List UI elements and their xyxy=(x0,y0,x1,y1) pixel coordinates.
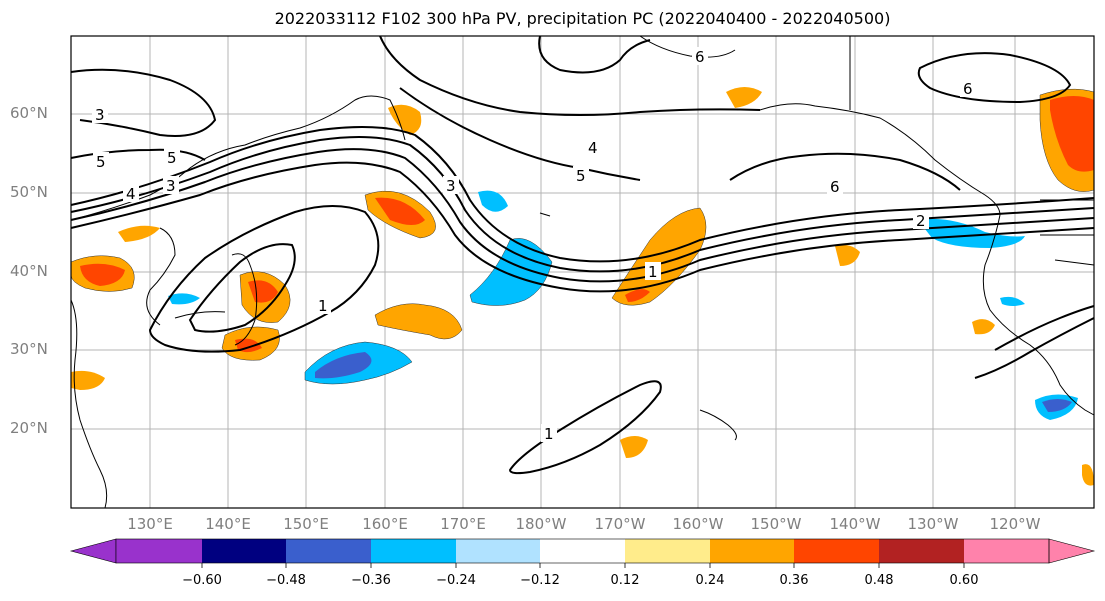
contour-label: 6 xyxy=(695,48,705,66)
precip-blob xyxy=(374,303,463,340)
contour-label: 4 xyxy=(588,139,598,157)
contour-label: 1 xyxy=(544,425,554,443)
coastlines xyxy=(70,35,1095,509)
lon-label: 150°W xyxy=(750,515,802,533)
lon-label: 170°E xyxy=(440,515,486,533)
colorbar-segment xyxy=(116,539,202,563)
precip-blob xyxy=(478,190,508,212)
lon-label: 120°W xyxy=(989,515,1041,533)
precip-blob xyxy=(620,436,648,458)
colorbar-tick-label: −0.48 xyxy=(266,573,306,588)
lon-label: 140°E xyxy=(205,515,251,533)
precip-blob xyxy=(71,370,105,390)
contour-label: 3 xyxy=(166,177,176,195)
precip-blob xyxy=(611,207,707,306)
lat-label: 30°N xyxy=(10,340,48,358)
contour-label: 5 xyxy=(167,149,177,167)
contour-label: 1 xyxy=(318,297,328,315)
contour-label: 6 xyxy=(963,80,973,98)
colorbar-segment xyxy=(794,539,879,563)
colorbar-tick-label: 0.48 xyxy=(864,573,894,588)
precip-blob xyxy=(375,197,425,225)
pv-contours xyxy=(70,35,1095,475)
colorbar-segment xyxy=(202,539,286,563)
lon-label: 130°W xyxy=(907,515,959,533)
contour-label-group: 3 5 5 4 3 3 4 5 6 6 6 1 1 1 2 xyxy=(92,47,976,443)
colorbar-tick-label: 0.60 xyxy=(949,573,979,588)
colorbar-segment xyxy=(964,539,1049,563)
precip-blob xyxy=(315,352,372,379)
lat-label: 50°N xyxy=(10,183,48,201)
lon-label: 170°W xyxy=(594,515,646,533)
precip-blob xyxy=(726,87,762,108)
contour-label: 3 xyxy=(95,106,105,124)
colorbar-segment xyxy=(456,539,540,563)
colorbar-segment xyxy=(540,539,625,563)
map-title: 2022033112 F102 300 hPa PV, precipitatio… xyxy=(274,9,891,28)
precip-blob xyxy=(918,218,1025,248)
precip-blob xyxy=(972,319,995,335)
colorbar-extend-high xyxy=(1048,538,1096,564)
lat-label: 20°N xyxy=(10,419,48,437)
precip-blob xyxy=(625,289,650,302)
precip-blob xyxy=(835,244,860,266)
lat-label: 60°N xyxy=(10,104,48,122)
precip-blob xyxy=(1082,464,1094,486)
contour-label: 1 xyxy=(648,263,658,281)
lon-label: 160°W xyxy=(672,515,724,533)
lon-label: 140°W xyxy=(829,515,881,533)
precip-blob xyxy=(118,225,160,242)
precip-blob xyxy=(1000,296,1025,306)
contour-label: 6 xyxy=(830,178,840,196)
colorbar-tick-label: −0.12 xyxy=(520,573,560,588)
lat-label: 40°N xyxy=(10,262,48,280)
map-border xyxy=(70,35,1095,509)
contour-label: 4 xyxy=(126,185,136,203)
contour-label: 3 xyxy=(446,177,456,195)
colorbar-segment xyxy=(879,539,964,563)
lon-label: 130°E xyxy=(127,515,173,533)
lon-label: 180°W xyxy=(515,515,567,533)
contour-label: 5 xyxy=(576,167,586,185)
colorbar-tick-label: 0.24 xyxy=(695,573,725,588)
colorbar-tick-label: 0.36 xyxy=(779,573,809,588)
colorbar-segment xyxy=(710,539,794,563)
colorbar xyxy=(69,538,1096,568)
colorbar-tick-label: −0.24 xyxy=(436,573,476,588)
precip-blob xyxy=(1042,399,1072,412)
colorbar-tick-label: 0.12 xyxy=(610,573,640,588)
precip-blob xyxy=(469,238,553,306)
colorbar-segment xyxy=(371,539,456,563)
lon-label: 160°E xyxy=(362,515,408,533)
colorbar-segment xyxy=(625,539,710,563)
colorbar-extend-low xyxy=(69,538,117,564)
lon-label: 150°E xyxy=(283,515,329,533)
contour-label: 2 xyxy=(916,212,926,230)
precip-blob xyxy=(80,263,125,286)
colorbar-segment xyxy=(286,539,371,563)
colorbar-tick-label: −0.60 xyxy=(182,573,222,588)
contour-label: 5 xyxy=(96,153,106,171)
precip-blob xyxy=(388,104,422,135)
precipitation-shading xyxy=(70,87,1095,486)
precip-blob xyxy=(1050,96,1094,172)
colorbar-tick-label: −0.36 xyxy=(351,573,391,588)
precip-blob xyxy=(168,293,200,305)
